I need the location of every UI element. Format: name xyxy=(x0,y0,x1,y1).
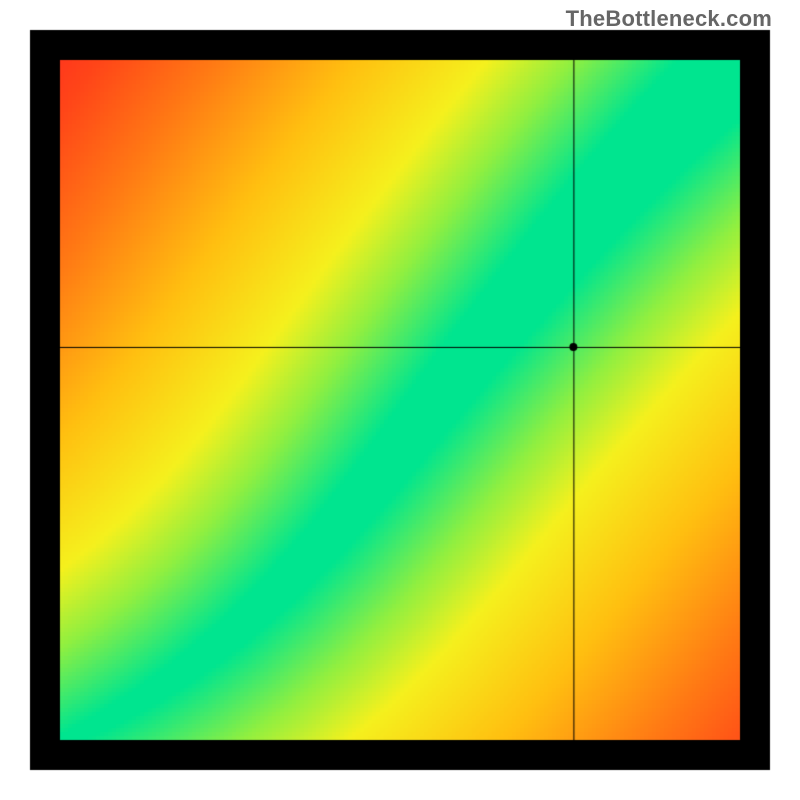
heatmap-plot xyxy=(0,0,800,800)
watermark-text: TheBottleneck.com xyxy=(566,6,772,32)
